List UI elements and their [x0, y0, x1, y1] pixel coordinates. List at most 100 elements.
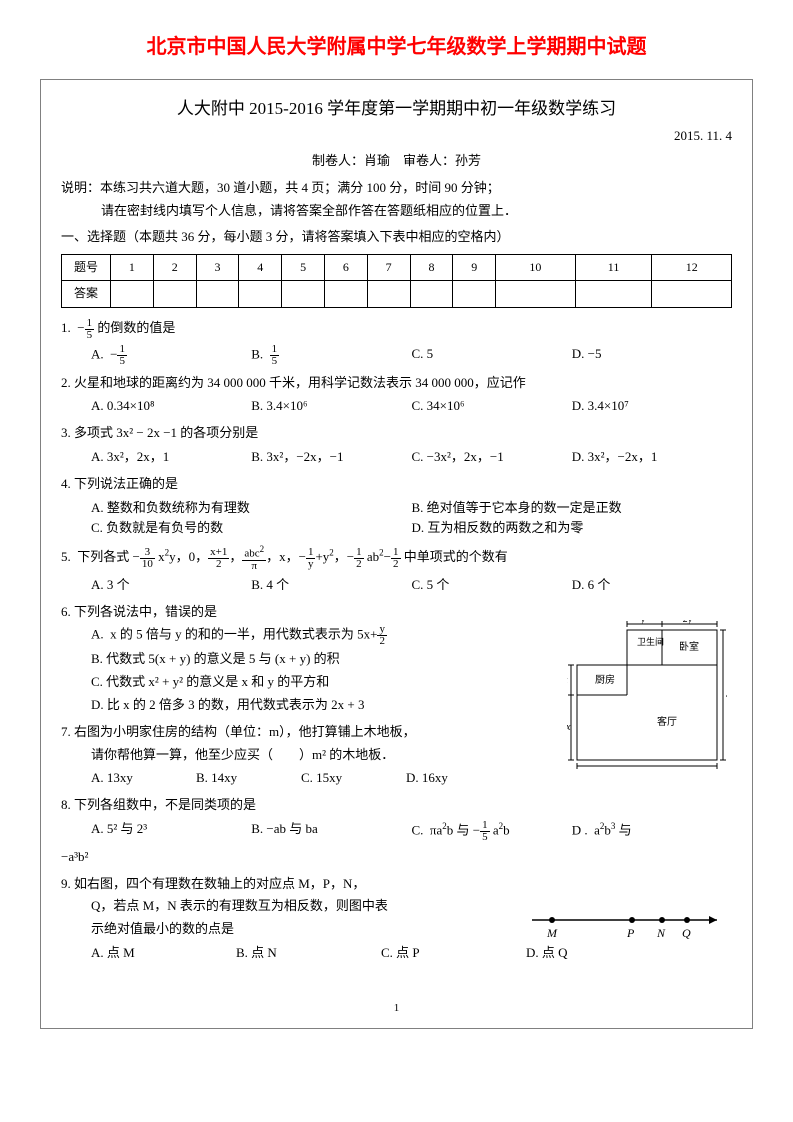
opt-a: A. 13xy	[91, 768, 196, 789]
room-label: 客厅	[657, 715, 677, 728]
opt-d: D. 点 Q	[526, 943, 671, 964]
section1-heading: 一、选择题（本题共 36 分，每小题 3 分，请将答案填入下表中相应的空格内）	[61, 227, 732, 248]
col-num: 7	[367, 255, 410, 281]
dim-label: y	[640, 620, 646, 625]
opt-c: C. 5 个	[412, 575, 572, 596]
ans-cell	[239, 281, 282, 307]
ans-cell	[410, 281, 453, 307]
opt-b: B. 4 个	[251, 575, 411, 596]
opt-d: D. 比 x 的 2 倍多 3 的数，用代数式表示为 2x + 3	[61, 695, 511, 716]
question-8: 8. 下列各组数中，不是同类项的是 A. 5² 与 2³ B. −ab 与 ba…	[61, 795, 732, 843]
opt-c: C. πa2b 与 −15 a2b	[412, 819, 572, 843]
opt-c: C. 15xy	[301, 768, 406, 789]
page: 北京市中国人民大学附属中学七年级数学上学期期中试题 人大附中 2015-2016…	[0, 0, 793, 1122]
ans-cell	[324, 281, 367, 307]
q1-stem: 1. −15 的倒数的值是	[61, 320, 175, 335]
floor-plan-diagram: 卫生间 卧室 厨房 客厅 y 2y x 2x 4x 4y	[567, 620, 727, 770]
point-label: N	[656, 926, 666, 940]
opt-c: C. −3x²，2x，−1	[412, 447, 572, 468]
col-num: 10	[496, 255, 575, 281]
opt-b: B. −ab 与 ba	[251, 819, 411, 843]
q7-options: A. 13xy B. 14xy C. 15xy D. 16xy	[61, 768, 511, 789]
q7-stem: 7. 右图为小明家住房的结构（单位：m），他打算铺上木地板，	[61, 724, 416, 739]
opt-d: D . a2b3 与	[572, 819, 732, 843]
question-6: 6. 下列各说法中，错误的是 A. x 的 5 倍与 y 的和的一半，用代数式表…	[61, 602, 511, 716]
question-5: 5. 下列各式 −310 x2y，0，x+12，abc2π，x，−1y+y2，−…	[61, 545, 732, 595]
q2-stem: 2. 火星和地球的距离约为 34 000 000 千米，用科学记数法表示 34 …	[61, 375, 526, 390]
opt-a: A. −15	[91, 344, 251, 367]
room-label: 卫生间	[637, 636, 664, 647]
col-num: 12	[652, 255, 732, 281]
dim-label: 2x	[567, 722, 571, 733]
col-num: 11	[575, 255, 652, 281]
col-num: 2	[153, 255, 196, 281]
opt-a: A. 3 个	[91, 575, 251, 596]
opt-a: A. 整数和负数统称为有理数	[91, 498, 412, 519]
q8-stem: 8. 下列各组数中，不是同类项的是	[61, 797, 256, 812]
opt-b: B. 绝对值等于它本身的数一定是正数	[412, 498, 733, 519]
q2-options: A. 0.34×10⁸ B. 3.4×10⁶ C. 34×10⁶ D. 3.4×…	[61, 396, 732, 417]
exam-date: 2015. 11. 4	[61, 126, 732, 147]
q8-extra: −a³b²	[61, 847, 732, 868]
q4-options: A. 整数和负数统称为有理数 B. 绝对值等于它本身的数一定是正数 C. 负数就…	[61, 498, 732, 540]
exam-container: 人大附中 2015-2016 学年度第一学期期中初一年级数学练习 2015. 1…	[40, 79, 753, 1029]
ans-cell	[153, 281, 196, 307]
q3-stem: 3. 多项式 3x² − 2x −1 的各项分别是	[61, 425, 258, 440]
opt-a: A. 3x²，2x，1	[91, 447, 251, 468]
ans-label: 答案	[62, 281, 111, 307]
point-label: Q	[682, 926, 691, 940]
ans-cell	[652, 281, 732, 307]
exam-author: 制卷人：肖瑜 审卷人：孙芳	[61, 151, 732, 172]
q5-stem: 5. 下列各式 −310 x2y，0，x+12，abc2π，x，−1y+y2，−…	[61, 549, 508, 564]
point-label: M	[546, 926, 558, 940]
opt-a: A. 0.34×10⁸	[91, 396, 251, 417]
opt-c: C. 代数式 x² + y² 的意义是 x 和 y 的平方和	[61, 672, 511, 693]
opt-b: B. 15	[251, 344, 411, 367]
col-num: 4	[239, 255, 282, 281]
instructions-line2: 请在密封线内填写个人信息，请将答案全部作答在答题纸相应的位置上．	[61, 201, 732, 222]
ans-cell	[367, 281, 410, 307]
opt-b: B. 14xy	[196, 768, 301, 789]
q5-options: A. 3 个 B. 4 个 C. 5 个 D. 6 个	[61, 575, 732, 596]
opt-c: C. 5	[412, 344, 572, 367]
opt-d: D. 3x²，−2x，1	[572, 447, 732, 468]
ans-cell	[496, 281, 575, 307]
instructions: 说明：本练习共六道大题，30 道小题，共 4 页；满分 100 分，时间 90 …	[61, 178, 732, 222]
opt-c: C. 点 P	[381, 943, 526, 964]
page-number: 1	[41, 1000, 752, 1018]
opt-d: D. 互为相反数的两数之和为零	[412, 518, 733, 539]
opt-b: B. 3x²，−2x，−1	[251, 447, 411, 468]
ans-cell	[453, 281, 496, 307]
ans-cell	[111, 281, 154, 307]
opt-c: C. 负数就是有负号的数	[91, 518, 412, 539]
room-label: 厨房	[595, 673, 615, 686]
table-row: 题号 1 2 3 4 5 6 7 8 9 10 11 12	[62, 255, 732, 281]
opt-b: B. 点 N	[236, 943, 381, 964]
answer-table: 题号 1 2 3 4 5 6 7 8 9 10 11 12 答案	[61, 254, 732, 307]
q1-options: A. −15 B. 15 C. 5 D. −5	[61, 344, 732, 367]
room-label: 卧室	[679, 640, 699, 653]
question-7: 7. 右图为小明家住房的结构（单位：m），他打算铺上木地板， 请你帮他算一算，他…	[61, 722, 511, 789]
opt-c: C. 34×10⁶	[412, 396, 572, 417]
number-line-diagram: M P N Q	[527, 905, 727, 945]
q8-options: A. 5² 与 2³ B. −ab 与 ba C. πa2b 与 −15 a2b…	[61, 819, 732, 843]
q9-line3: 示绝对值最小的数的点是	[61, 919, 481, 940]
col-num: 6	[324, 255, 367, 281]
q9-line2: Q，若点 M，N 表示的有理数互为相反数，则图中表	[61, 896, 481, 917]
col-num: 3	[196, 255, 239, 281]
question-1: 1. −15 的倒数的值是 A. −15 B. 15 C. 5 D. −5	[61, 318, 732, 367]
page-title: 北京市中国人民大学附属中学七年级数学上学期期中试题	[40, 30, 753, 59]
q9-options: A. 点 M B. 点 N C. 点 P D. 点 Q	[61, 943, 671, 964]
q7-line2: 请你帮他算一算，他至少应买（ ）m² 的木地板．	[61, 745, 511, 766]
opt-a: A. 5² 与 2³	[91, 819, 251, 843]
dim-label: 4x	[726, 690, 727, 701]
q9-stem: 9. 如右图，四个有理数在数轴上的对应点 M，P，N，	[61, 876, 365, 891]
exam-title: 人大附中 2015-2016 学年度第一学期期中初一年级数学练习	[61, 95, 732, 122]
ans-cell	[196, 281, 239, 307]
ans-cell	[575, 281, 652, 307]
dim-label: x	[567, 675, 568, 686]
row-label: 题号	[62, 255, 111, 281]
opt-b: B. 代数式 5(x + y) 的意义是 5 与 (x + y) 的积	[61, 649, 511, 670]
opt-a: A. 点 M	[91, 943, 236, 964]
point-label: P	[626, 926, 635, 940]
